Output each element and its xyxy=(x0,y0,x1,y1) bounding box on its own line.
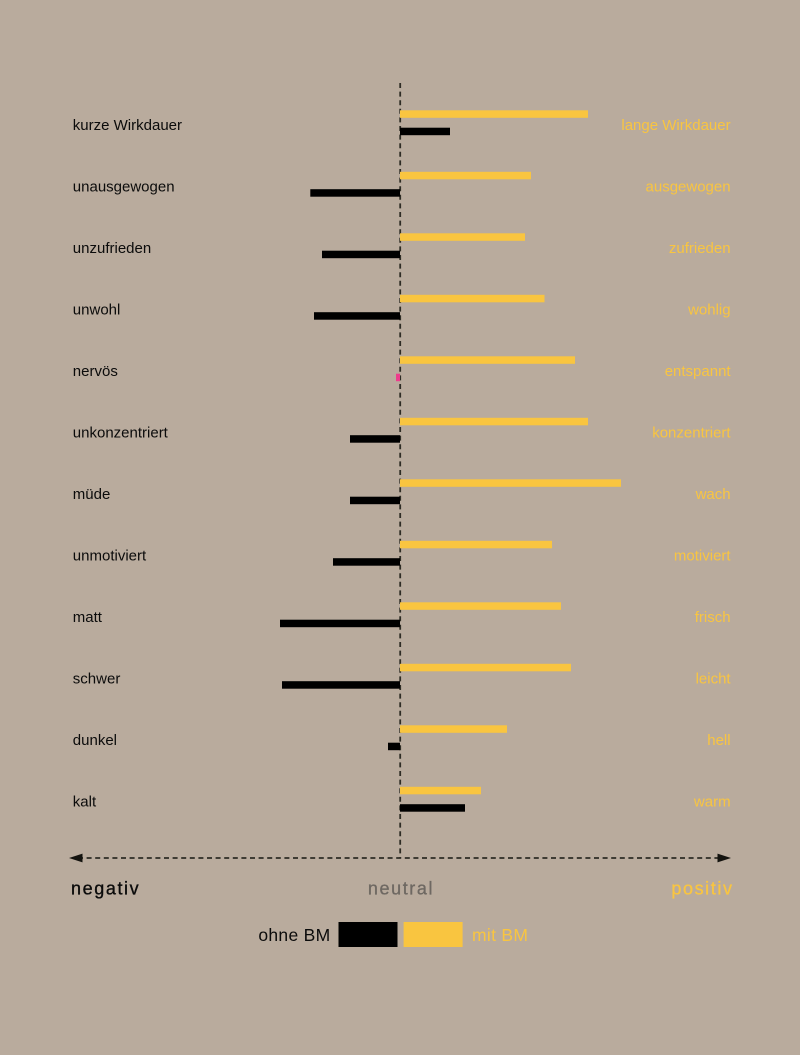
svg-text:positiv: positiv xyxy=(671,879,733,899)
svg-text:leicht: leicht xyxy=(696,671,732,688)
svg-text:matt: matt xyxy=(73,609,103,626)
svg-text:müde: müde xyxy=(73,486,111,503)
svg-text:entspannt: entspannt xyxy=(665,363,732,380)
svg-text:frisch: frisch xyxy=(695,609,731,626)
svg-text:mit BM: mit BM xyxy=(472,925,528,945)
svg-text:kalt: kalt xyxy=(73,794,97,811)
svg-text:ausgewogen: ausgewogen xyxy=(646,179,731,196)
svg-text:unwohl: unwohl xyxy=(73,302,121,319)
svg-text:hell: hell xyxy=(707,732,730,749)
svg-text:wohlig: wohlig xyxy=(687,302,731,319)
svg-text:negativ: negativ xyxy=(71,879,140,899)
svg-text:zufrieden: zufrieden xyxy=(669,240,731,257)
svg-text:unausgewogen: unausgewogen xyxy=(73,179,175,196)
svg-text:unmotiviert: unmotiviert xyxy=(73,548,147,565)
svg-text:ohne BM: ohne BM xyxy=(258,925,330,945)
svg-text:wach: wach xyxy=(695,486,731,503)
svg-text:unkonzentriert: unkonzentriert xyxy=(73,425,169,442)
svg-text:neutral: neutral xyxy=(368,879,434,899)
svg-text:unzufrieden: unzufrieden xyxy=(73,240,151,257)
svg-text:kurze Wirkdauer: kurze Wirkdauer xyxy=(73,117,182,134)
svg-text:konzentriert: konzentriert xyxy=(652,425,731,442)
svg-text:motiviert: motiviert xyxy=(674,548,732,565)
svg-text:warm: warm xyxy=(693,794,731,811)
svg-text:schwer: schwer xyxy=(73,671,121,688)
svg-text:nervös: nervös xyxy=(73,363,118,380)
svg-text:lange Wirkdauer: lange Wirkdauer xyxy=(621,117,730,134)
svg-text:dunkel: dunkel xyxy=(73,732,117,749)
